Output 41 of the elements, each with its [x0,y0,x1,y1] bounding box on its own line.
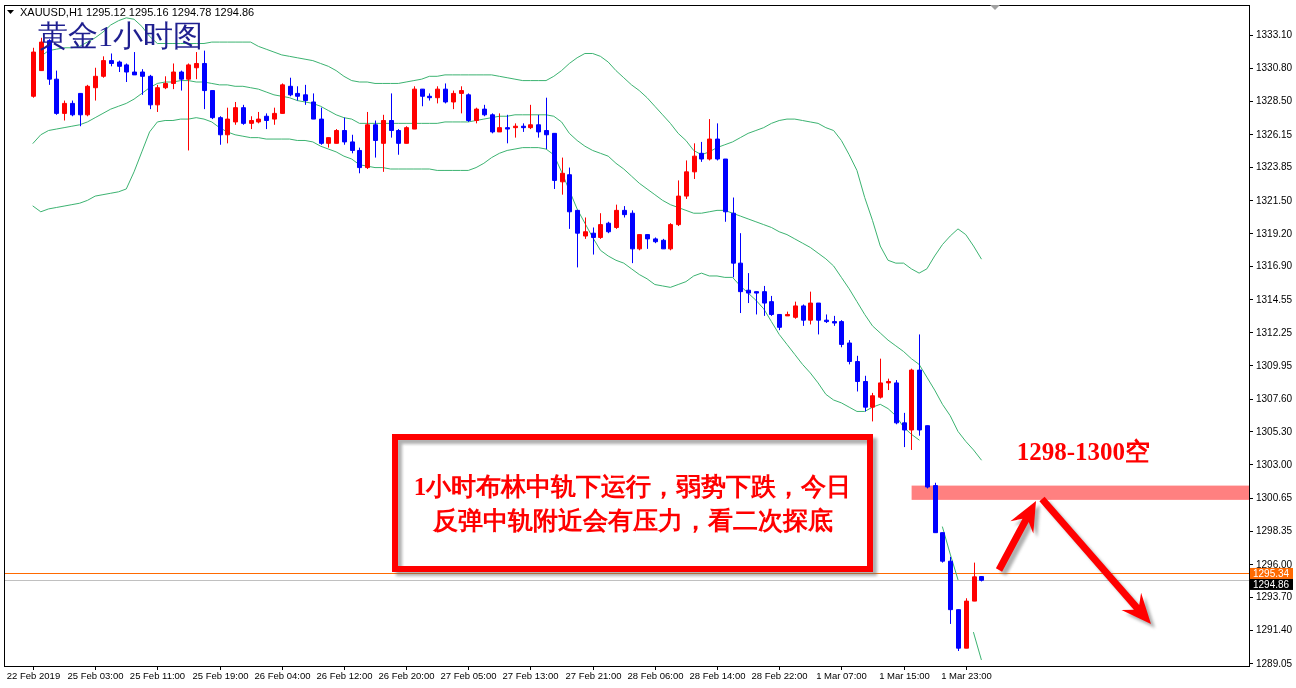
y-tick-label: 1333.10 [1256,29,1293,41]
y-tick-label: 1303.00 [1256,458,1293,470]
y-tick-label: 1319.20 [1256,227,1293,239]
y-tick-label: 1330.80 [1256,62,1293,74]
x-tick-label: 26 Feb 12:00 [316,670,373,681]
y-tick-label: 1328.50 [1256,95,1293,107]
x-tick-label: 26 Feb 04:00 [254,670,311,681]
y-tick-label: 1293.70 [1256,591,1293,603]
x-tick-label: 26 Feb 20:00 [378,670,435,681]
x-tick-label: 27 Feb 13:00 [502,670,559,681]
x-tick-label: 1 Mar 15:00 [879,670,930,681]
y-tick-label: 1291.40 [1256,624,1293,636]
ref-line-label: 1295.34 [1250,567,1293,579]
y-tick-label: 1296.00 [1256,558,1293,570]
subtitle: XAUUSD,H1 1295.12 1295.16 1294.78 1294.86 [20,6,255,18]
x-tick-label: 25 Feb 11:00 [129,670,186,681]
ref-line-label: 1294.86 [1250,578,1293,590]
y-tick-label: 1300.65 [1256,492,1293,504]
y-tick-label: 1312.25 [1256,326,1293,338]
annotation: 1小时布林中轨下运行，弱势下跌，今日反弹中轨附近会有压力，看二次探底 [413,473,852,534]
x-tick-label: 25 Feb 03:00 [67,670,124,681]
x-tick-label: 22 Feb 2019 [6,670,61,681]
x-tick-label: 25 Feb 19:00 [192,670,249,681]
y-tick-label: 1309.95 [1256,359,1293,371]
y-tick-label: 1289.05 [1256,657,1293,669]
band-label: 1298-1300空 [1016,437,1151,465]
x-tick-label: 28 Feb 06:00 [627,670,684,681]
y-tick-label: 1305.30 [1256,425,1293,437]
x-tick-label: 27 Feb 21:00 [565,670,622,681]
x-tick-label: 28 Feb 14:00 [689,670,746,681]
x-tick-label: 28 Feb 22:00 [751,670,808,681]
x-tick-label: 1 Mar 07:00 [816,670,867,681]
y-tick-label: 1298.35 [1256,525,1293,536]
x-tick-label: 27 Feb 05:00 [440,670,497,681]
y-tick-label: 1307.60 [1256,393,1293,405]
y-tick-label: 1314.55 [1256,294,1293,305]
y-tick-label: 1321.50 [1256,194,1293,206]
y-tick-label: 1323.85 [1256,161,1293,173]
y-tick-label: 1326.15 [1256,128,1293,140]
y-tick-label: 1316.90 [1256,260,1293,272]
x-tick-label: 1 Mar 23:00 [941,670,992,681]
